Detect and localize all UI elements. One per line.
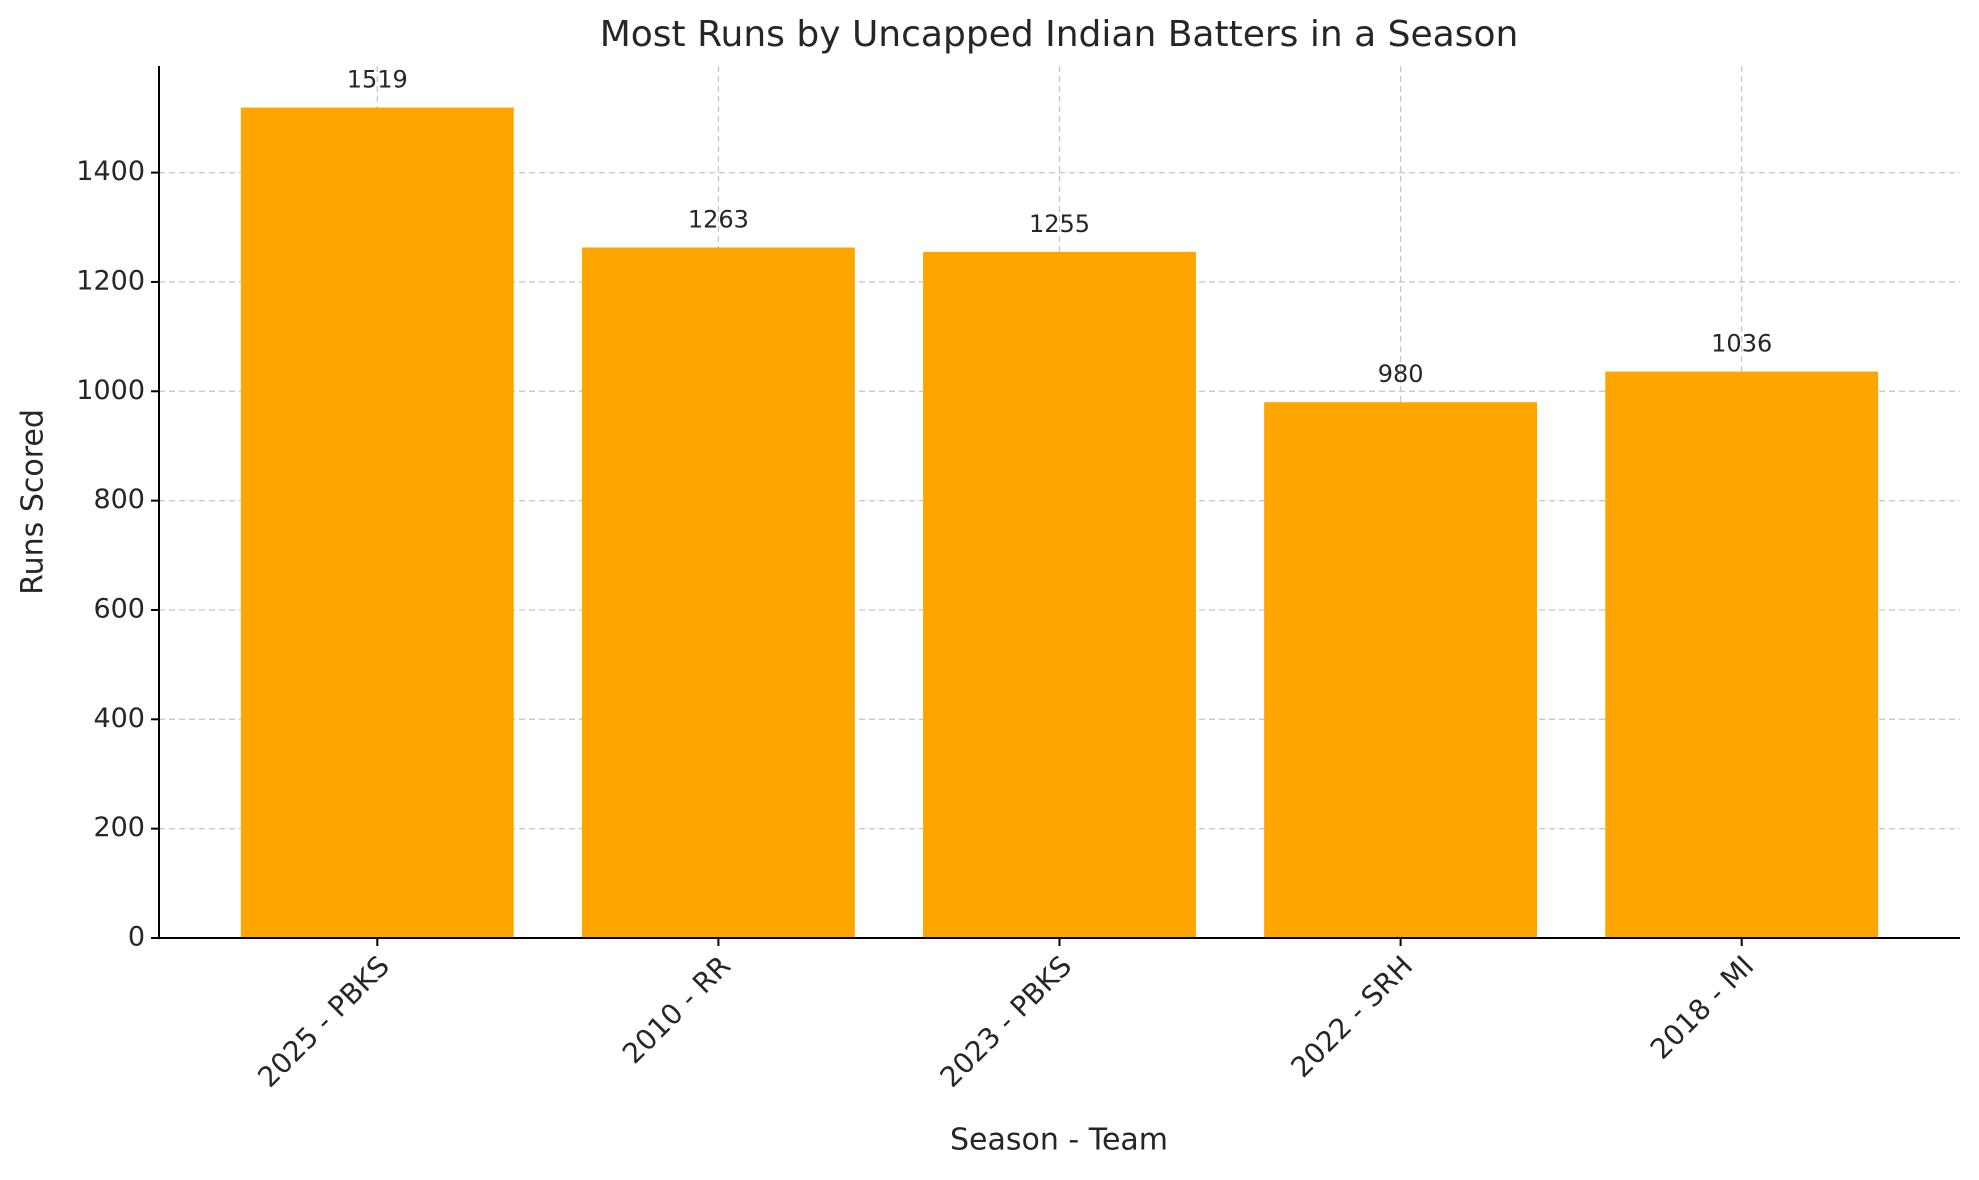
y-tick-label: 0 (128, 922, 145, 953)
bar (581, 247, 855, 939)
x-tick-label: 2010 - RR (616, 949, 737, 1070)
value-label: 1036 (1711, 330, 1772, 358)
value-label: 1519 (347, 66, 408, 94)
x-axis-label: Season - Team (950, 1123, 1168, 1158)
bar (240, 107, 514, 938)
y-tick-label: 400 (93, 703, 145, 734)
x-tick-label: 2022 - SRH (1285, 949, 1420, 1084)
y-tick-label: 600 (93, 593, 145, 624)
y-tick-label: 800 (93, 484, 145, 515)
chart-title: Most Runs by Uncapped Indian Batters in … (600, 14, 1519, 55)
y-tick-label: 1400 (76, 156, 145, 187)
x-tick-label: 2023 - PBKS (934, 949, 1079, 1094)
value-label: 980 (1378, 360, 1424, 388)
y-tick-label: 1200 (76, 265, 145, 296)
bar (1264, 402, 1538, 938)
value-label: 1255 (1029, 210, 1090, 238)
x-tick-label: 2018 - MI (1644, 949, 1760, 1065)
y-tick-label: 1000 (76, 375, 145, 406)
y-axis-label: Runs Scored (16, 409, 51, 595)
value-label: 1263 (688, 206, 749, 234)
bar (1605, 371, 1879, 938)
y-tick-label: 200 (93, 812, 145, 843)
bar (923, 251, 1196, 939)
x-tick-label: 2025 - PBKS (251, 949, 396, 1094)
